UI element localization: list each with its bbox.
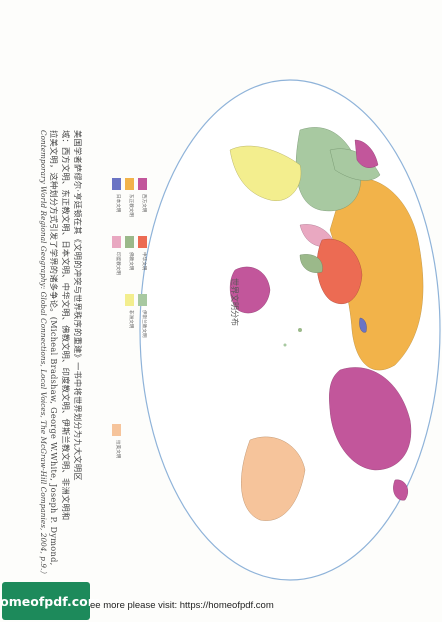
legend-label: 非洲文明: [128, 310, 133, 329]
legend-swatch: [112, 236, 121, 248]
logo-text: homeofpdf.com: [0, 593, 101, 609]
region-african: [229, 145, 302, 201]
site-logo[interactable]: homeofpdf.com: [0, 582, 101, 620]
region-western-europe: [354, 139, 379, 168]
legend-label: 印度教文明: [115, 252, 120, 275]
footer-link-text[interactable]: ee more please visit: https://homeofpdf.…: [90, 600, 274, 611]
caption-line-1: 美国学者萨缪尔·亨廷顿在其《文明的冲突与世界秩序的重建》一书中将世界划分为九大文…: [73, 130, 83, 481]
legend-swatch: [125, 294, 134, 306]
legend-swatch: [112, 178, 121, 190]
legend-swatch: [112, 424, 121, 436]
region-latin-america: [241, 436, 306, 521]
legend-label: 拉美文明: [115, 440, 120, 459]
caption-line-2: 域：西方文明、东正教文明、日本文明、中华文明、佛教文明、印度教文明、伊斯兰教文明…: [61, 130, 71, 521]
legend-label: 西方文明: [141, 194, 146, 213]
legend-swatch: [125, 178, 134, 190]
legend-swatch: [138, 294, 147, 306]
region-sinic: [316, 238, 363, 305]
region-buddhist: [299, 254, 323, 273]
region-greenland: [393, 479, 408, 501]
legend: [112, 178, 147, 436]
footer: homeofpdf.com ee more please visit: http…: [0, 582, 442, 622]
map-title: 世界文明分布: [230, 278, 239, 326]
region-australia: [229, 266, 271, 314]
legend-label: 伊斯兰教文明: [141, 310, 146, 338]
legend-label: 中华文明: [141, 252, 146, 271]
region-islamic-2: [329, 148, 381, 181]
region-north-america: [329, 367, 412, 471]
legend-label: 日本文明: [115, 194, 120, 213]
legend-swatch: [138, 178, 147, 190]
region-japan: [359, 317, 367, 333]
legend-label: 东正教文明: [128, 194, 133, 217]
legend-swatch: [125, 236, 134, 248]
legend-label: 佛教文明: [128, 252, 133, 271]
caption-line-3: 拉美文明，这种划分方式引发了学界的诸多争论。(Micheal Bradshaw,…: [49, 130, 59, 566]
caption-citation: Contemporary World Regional Geography: G…: [39, 130, 48, 578]
legend-swatch: [138, 236, 147, 248]
